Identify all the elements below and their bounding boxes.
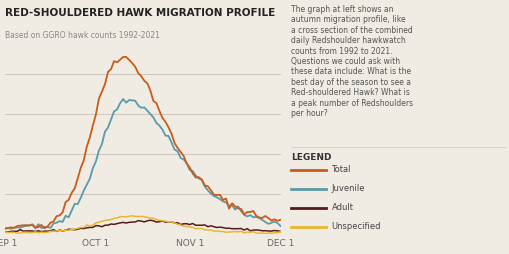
- Text: Unspecified: Unspecified: [331, 221, 380, 231]
- Text: Based on GGRO hawk counts 1992-2021: Based on GGRO hawk counts 1992-2021: [5, 30, 160, 39]
- Text: LEGEND: LEGEND: [290, 152, 330, 161]
- Text: The graph at left shows an
autumn migration profile, like
a cross section of the: The graph at left shows an autumn migrat…: [290, 5, 412, 118]
- Text: Adult: Adult: [331, 202, 353, 212]
- Text: Total: Total: [331, 164, 350, 173]
- Text: RED-SHOULDERED HAWK MIGRATION PROFILE: RED-SHOULDERED HAWK MIGRATION PROFILE: [5, 8, 275, 18]
- Text: Juvenile: Juvenile: [331, 183, 364, 193]
